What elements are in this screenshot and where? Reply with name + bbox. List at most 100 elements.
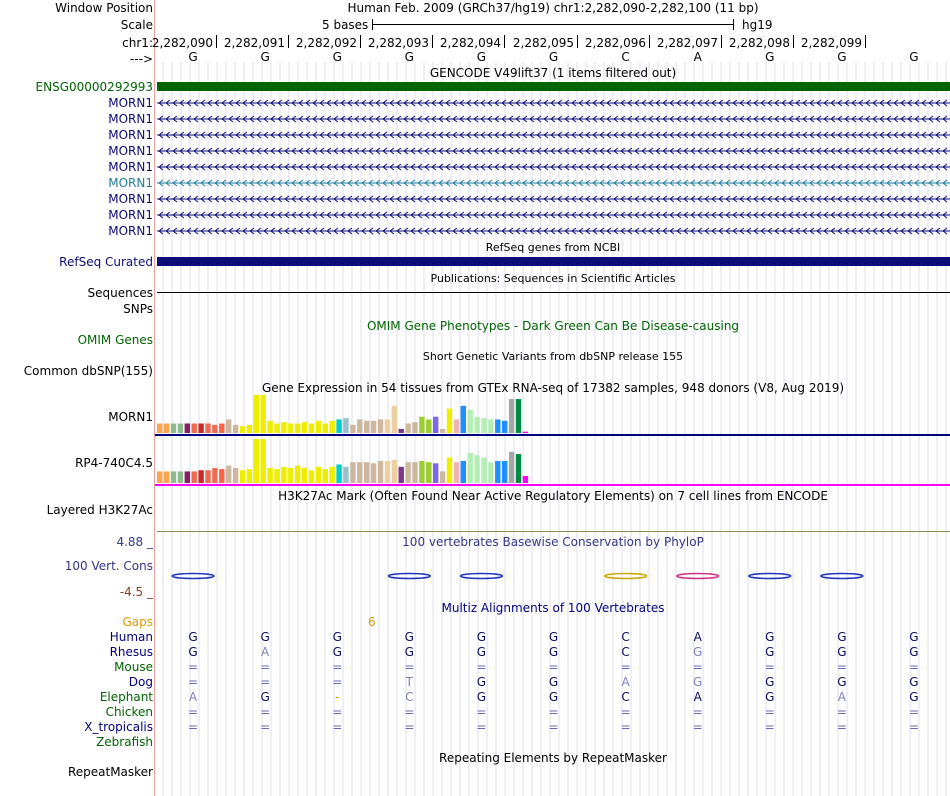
gtex-label-morn1[interactable]: MORN1 <box>108 410 153 424</box>
alignment-base: = <box>188 660 199 674</box>
strand-chevron <box>291 115 297 123</box>
strand-chevron <box>270 163 276 171</box>
strand-chevron <box>172 131 178 139</box>
alignment-base: G <box>548 675 559 689</box>
snps-label[interactable]: SNPs <box>123 302 153 316</box>
omim-track-title[interactable]: OMIM Gene Phenotypes - Dark Green Can Be… <box>366 319 740 333</box>
gtex-expression-chart[interactable] <box>0 390 950 490</box>
strand-chevron <box>928 99 934 107</box>
transcript-label[interactable]: MORN1 <box>108 144 153 158</box>
strand-chevron <box>207 195 213 203</box>
refseq-label[interactable]: RefSeq Curated <box>59 255 153 269</box>
strand-chevron <box>291 163 297 171</box>
strand-chevron <box>326 131 332 139</box>
strand-chevron <box>872 227 878 235</box>
strand-arrow-label[interactable]: ---> <box>129 52 153 66</box>
strand-chevron <box>823 163 829 171</box>
strand-chevron <box>536 163 542 171</box>
strand-chevron <box>396 211 402 219</box>
repeatmasker-track-title[interactable]: Repeating Elements by RepeatMasker <box>439 751 667 765</box>
alignment-base: = <box>548 705 559 719</box>
species-label[interactable]: X_tropicalis <box>84 720 153 734</box>
gencode-gene-bar[interactable] <box>157 82 950 91</box>
publications-track-title[interactable]: Publications: Sequences in Scientific Ar… <box>430 272 676 285</box>
gaps-label[interactable]: Gaps <box>122 615 153 629</box>
transcript-label[interactable]: MORN1 <box>108 96 153 110</box>
multiz-track-title[interactable]: Multiz Alignments of 100 Vertebrates <box>441 601 665 615</box>
gencode-gene-label[interactable]: ENSG00000292993 <box>35 80 153 94</box>
h3k27ac-track-title[interactable]: H3K27Ac Mark (Often Found Near Active Re… <box>278 489 828 503</box>
species-label[interactable]: Human <box>109 630 153 644</box>
strand-chevron <box>298 179 304 187</box>
conservation-logos[interactable] <box>0 565 950 585</box>
strand-chevron <box>263 179 269 187</box>
conservation-track-title[interactable]: 100 vertebrates Basewise Conservation by… <box>402 535 704 549</box>
dbsnp-label[interactable]: Common dbSNP(155) <box>23 364 153 378</box>
gtex-label-rp4[interactable]: RP4-740C4.5 <box>75 456 153 470</box>
species-label[interactable]: Chicken <box>105 705 153 719</box>
gap-count: 6 <box>368 615 376 629</box>
strand-chevron <box>305 179 311 187</box>
transcript-intron-line[interactable] <box>157 98 950 108</box>
transcript-label[interactable]: MORN1 <box>108 128 153 142</box>
strand-chevron <box>683 195 689 203</box>
transcript-intron-line[interactable] <box>157 210 950 220</box>
strand-chevron <box>522 179 528 187</box>
strand-chevron <box>599 195 605 203</box>
strand-chevron <box>172 195 178 203</box>
refseq-gene-bar[interactable] <box>157 257 950 266</box>
transcript-label[interactable]: MORN1 <box>108 208 153 222</box>
transcript-intron-line[interactable] <box>157 114 950 124</box>
alignment-base: A <box>261 645 270 659</box>
strand-chevron <box>893 115 899 123</box>
repeatmasker-label[interactable]: RepeatMasker <box>67 765 153 779</box>
strand-chevron <box>494 163 500 171</box>
strand-chevron <box>767 163 773 171</box>
gtex-track-title[interactable]: Gene Expression in 54 tissues from GTEx … <box>261 381 845 395</box>
strand-chevron <box>844 179 850 187</box>
transcript-label[interactable]: MORN1 <box>108 192 153 206</box>
gencode-track-title[interactable]: GENCODE V49lift37 (1 items filtered out) <box>429 66 677 80</box>
strand-chevron <box>718 115 724 123</box>
transcript-label[interactable]: MORN1 <box>108 112 153 126</box>
transcript-intron-line[interactable] <box>157 146 950 156</box>
species-label[interactable]: Zebrafish <box>96 735 153 749</box>
species-label[interactable]: Elephant <box>99 690 153 704</box>
strand-chevron <box>935 195 941 203</box>
ruler-position: 2,282,092 <box>295 36 357 50</box>
transcript-label[interactable]: MORN1 <box>108 224 153 238</box>
transcript-intron-line[interactable] <box>157 162 950 172</box>
strand-chevron <box>361 99 367 107</box>
strand-chevron <box>431 211 437 219</box>
ruler-base: G <box>548 50 559 64</box>
strand-chevron <box>907 99 913 107</box>
species-label[interactable]: Dog <box>128 675 153 689</box>
strand-chevron <box>823 131 829 139</box>
transcript-intron-line[interactable] <box>157 194 950 204</box>
species-label[interactable]: Mouse <box>114 660 153 674</box>
strand-chevron <box>746 179 752 187</box>
strand-chevron <box>487 195 493 203</box>
refseq-track-title[interactable]: RefSeq genes from NCBI <box>485 241 621 254</box>
conservation-label[interactable]: 100 Vert. Cons <box>64 559 153 573</box>
strand-chevron <box>410 195 416 203</box>
strand-chevron <box>893 195 899 203</box>
strand-chevron <box>438 147 444 155</box>
strand-chevron <box>795 163 801 171</box>
transcript-label[interactable]: MORN1 <box>108 160 153 174</box>
strand-chevron <box>767 211 773 219</box>
strand-chevron <box>256 211 262 219</box>
transcript-intron-line[interactable] <box>157 178 950 188</box>
strand-chevron <box>298 195 304 203</box>
strand-chevron <box>389 179 395 187</box>
strand-chevron <box>263 227 269 235</box>
strand-chevron <box>690 179 696 187</box>
omim-label[interactable]: OMIM Genes <box>77 333 153 347</box>
h3k27ac-label[interactable]: Layered H3K27Ac <box>46 503 153 517</box>
sequences-label[interactable]: Sequences <box>87 286 153 300</box>
transcript-intron-line[interactable] <box>157 226 950 236</box>
transcript-label[interactable]: MORN1 <box>108 176 153 190</box>
dbsnp-track-title[interactable]: Short Genetic Variants from dbSNP releas… <box>422 350 684 363</box>
species-label[interactable]: Rhesus <box>109 645 153 659</box>
transcript-intron-line[interactable] <box>157 130 950 140</box>
